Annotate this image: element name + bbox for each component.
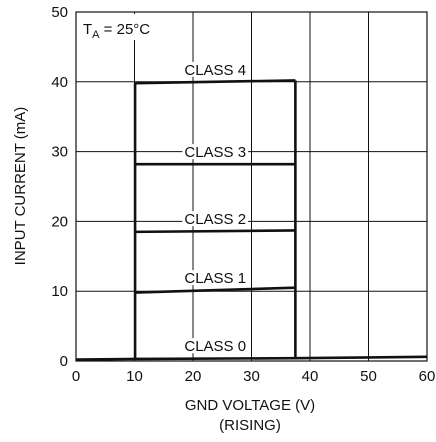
y-tick-label: 0 xyxy=(60,353,68,370)
series-line xyxy=(135,286,296,294)
x-axis-title: GND VOLTAGE (V) xyxy=(185,397,315,414)
series-label: CLASS 3 xyxy=(184,144,246,161)
y-tick-label: 50 xyxy=(51,4,68,21)
y-tick-label: 30 xyxy=(51,144,68,161)
y-tick-label: 40 xyxy=(51,74,68,91)
series-label-background xyxy=(182,338,249,354)
series-labels: CLASS 0 CLASS 1 CLASS 2 CLASS 3 CLASS 4 xyxy=(182,61,249,355)
x-axis-title-line2: (RISING) xyxy=(219,417,281,434)
x-tick-label: 10 xyxy=(126,368,143,385)
y-axis-title: INPUT CURRENT (mA) xyxy=(12,107,29,266)
series-label: CLASS 4 xyxy=(184,62,246,79)
grid xyxy=(75,11,428,362)
series-label-background xyxy=(182,270,249,286)
tick-labels: 0 10 20 30 40 50 60 0 10 20 30 40 50 xyxy=(51,4,435,385)
temperature-annotation: TA = 25°C xyxy=(83,21,150,41)
x-tick-label: 30 xyxy=(243,368,260,385)
series-lines xyxy=(75,79,428,361)
x-tick-label: 0 xyxy=(72,368,80,385)
x-tick-label: 50 xyxy=(360,368,377,385)
annotation-prefix: T xyxy=(83,21,92,38)
annotation-background xyxy=(80,14,164,40)
x-tick-label: 20 xyxy=(185,368,202,385)
series-label-background xyxy=(182,211,249,227)
annotation-subscript: A xyxy=(92,29,100,41)
series-label: CLASS 1 xyxy=(184,270,246,287)
series-line xyxy=(75,355,428,361)
annotation-suffix: = 25°C xyxy=(100,21,151,38)
series-line xyxy=(135,79,296,85)
series-label: CLASS 0 xyxy=(184,338,246,355)
y-tick-label: 10 xyxy=(51,283,68,300)
plot-frame xyxy=(75,11,428,362)
y-tick-label: 20 xyxy=(51,213,68,230)
series-label-background xyxy=(182,144,249,160)
series-label: CLASS 2 xyxy=(184,211,246,228)
x-tick-label: 40 xyxy=(302,368,319,385)
series-label-background xyxy=(182,61,249,77)
series-line xyxy=(135,229,296,234)
x-tick-label: 60 xyxy=(419,368,436,385)
